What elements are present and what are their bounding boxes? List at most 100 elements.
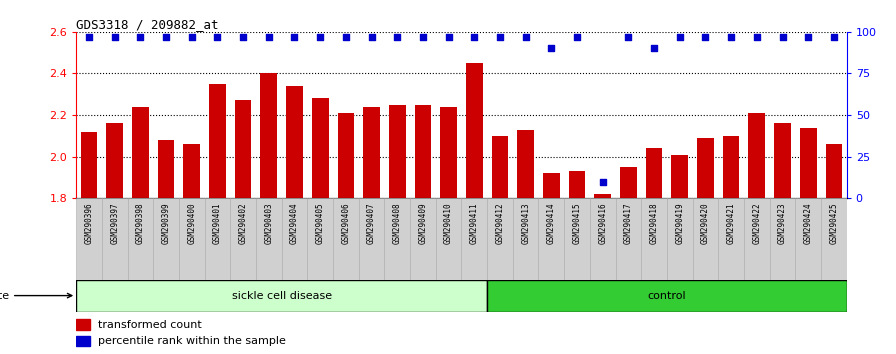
Text: GSM290412: GSM290412 bbox=[495, 202, 504, 244]
Point bbox=[236, 34, 250, 40]
Text: GSM290425: GSM290425 bbox=[830, 202, 839, 244]
Text: GSM290410: GSM290410 bbox=[444, 202, 453, 244]
Point bbox=[647, 46, 661, 51]
Bar bbox=[102, 198, 127, 285]
Text: control: control bbox=[648, 291, 686, 301]
Bar bbox=[312, 98, 329, 198]
Bar bbox=[461, 198, 487, 285]
Bar bbox=[744, 198, 770, 285]
Bar bbox=[435, 198, 461, 285]
Text: GSM290415: GSM290415 bbox=[573, 202, 582, 244]
Point bbox=[570, 34, 584, 40]
Point bbox=[698, 34, 712, 40]
Point bbox=[185, 34, 199, 40]
Bar bbox=[153, 198, 179, 285]
Point bbox=[750, 34, 764, 40]
Bar bbox=[620, 167, 637, 198]
Bar bbox=[76, 198, 102, 285]
Point bbox=[134, 34, 148, 40]
Point bbox=[390, 34, 404, 40]
Point bbox=[262, 34, 276, 40]
Bar bbox=[693, 198, 719, 285]
Text: GSM290420: GSM290420 bbox=[701, 202, 710, 244]
Bar bbox=[646, 148, 662, 198]
Bar bbox=[616, 198, 642, 285]
Bar bbox=[179, 198, 204, 285]
Text: GSM290416: GSM290416 bbox=[599, 202, 607, 244]
Bar bbox=[719, 198, 744, 285]
Point bbox=[827, 34, 841, 40]
Bar bbox=[358, 198, 384, 285]
Text: GSM290399: GSM290399 bbox=[161, 202, 170, 244]
Text: percentile rank within the sample: percentile rank within the sample bbox=[98, 336, 286, 346]
Bar bbox=[667, 198, 693, 285]
Point bbox=[365, 34, 379, 40]
Text: GSM290402: GSM290402 bbox=[238, 202, 247, 244]
Bar bbox=[748, 113, 765, 198]
Bar bbox=[230, 198, 256, 285]
Text: GSM290419: GSM290419 bbox=[676, 202, 685, 244]
Bar bbox=[261, 74, 277, 198]
Point bbox=[211, 34, 225, 40]
Bar bbox=[774, 123, 791, 198]
Point bbox=[673, 34, 687, 40]
Text: GSM290413: GSM290413 bbox=[521, 202, 530, 244]
Point bbox=[159, 34, 173, 40]
Bar bbox=[821, 198, 847, 285]
Bar bbox=[76, 280, 487, 312]
Bar bbox=[338, 113, 354, 198]
Bar bbox=[81, 132, 98, 198]
Text: GSM290424: GSM290424 bbox=[804, 202, 813, 244]
Bar bbox=[127, 198, 153, 285]
Point bbox=[801, 34, 815, 40]
Bar bbox=[642, 198, 667, 285]
Point bbox=[288, 34, 302, 40]
Point bbox=[82, 34, 96, 40]
Bar bbox=[132, 107, 149, 198]
Point bbox=[313, 34, 327, 40]
Text: GSM290418: GSM290418 bbox=[650, 202, 659, 244]
Text: GSM290406: GSM290406 bbox=[341, 202, 350, 244]
Text: GSM290398: GSM290398 bbox=[136, 202, 145, 244]
Bar bbox=[517, 130, 534, 198]
Text: GSM290397: GSM290397 bbox=[110, 202, 119, 244]
Bar bbox=[800, 127, 816, 198]
Text: GSM290423: GSM290423 bbox=[778, 202, 787, 244]
Bar bbox=[235, 101, 252, 198]
Bar bbox=[671, 155, 688, 198]
Text: GSM290417: GSM290417 bbox=[624, 202, 633, 244]
Point bbox=[339, 34, 353, 40]
Bar bbox=[492, 136, 508, 198]
Point bbox=[544, 46, 558, 51]
Text: GSM290411: GSM290411 bbox=[470, 202, 478, 244]
Bar bbox=[594, 194, 611, 198]
Bar bbox=[204, 198, 230, 285]
Point bbox=[596, 179, 610, 184]
Bar bbox=[513, 198, 538, 285]
Bar bbox=[107, 123, 123, 198]
Bar bbox=[410, 198, 435, 285]
Bar bbox=[697, 138, 714, 198]
Text: GSM290408: GSM290408 bbox=[392, 202, 401, 244]
Bar bbox=[569, 171, 585, 198]
Bar bbox=[76, 336, 90, 346]
Bar bbox=[825, 144, 842, 198]
Bar bbox=[564, 198, 590, 285]
Point bbox=[724, 34, 738, 40]
Text: GSM290403: GSM290403 bbox=[264, 202, 273, 244]
Bar bbox=[543, 173, 560, 198]
Bar bbox=[487, 280, 847, 312]
Bar bbox=[538, 198, 564, 285]
Text: disease state: disease state bbox=[0, 291, 72, 301]
Bar bbox=[770, 198, 796, 285]
Bar bbox=[209, 84, 226, 198]
Point bbox=[519, 34, 533, 40]
Bar bbox=[184, 144, 200, 198]
Bar bbox=[286, 86, 303, 198]
Bar bbox=[487, 198, 513, 285]
Bar bbox=[384, 198, 410, 285]
Bar bbox=[76, 319, 90, 330]
Bar bbox=[389, 105, 406, 198]
Text: GSM290404: GSM290404 bbox=[290, 202, 299, 244]
Text: sickle cell disease: sickle cell disease bbox=[231, 291, 332, 301]
